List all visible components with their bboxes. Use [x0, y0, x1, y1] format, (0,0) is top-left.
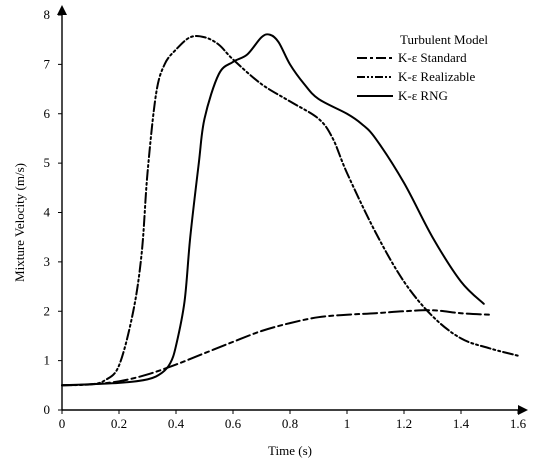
y-axis-arrow	[57, 5, 67, 15]
legend: Turbulent Model K-ε Standard K-ε Realizab…	[357, 32, 488, 103]
y-tick-label: 6	[44, 106, 51, 121]
series-group	[61, 33, 519, 387]
axes	[57, 5, 528, 415]
x-axis-arrow	[518, 405, 528, 415]
series-line-1	[61, 34, 519, 387]
x-tick-label: 1.6	[510, 416, 527, 431]
y-tick-label: 5	[44, 155, 51, 170]
legend-title: Turbulent Model	[400, 32, 488, 47]
x-tick-label: 1	[344, 416, 351, 431]
y-ticks: 0 1 2 3 4 5 6 7 8	[44, 7, 62, 417]
x-tick-label: 1.4	[453, 416, 470, 431]
x-tick-label: 0.6	[225, 416, 242, 431]
x-tick-label: 0.2	[111, 416, 127, 431]
y-tick-label: 3	[44, 254, 51, 269]
y-tick-label: 2	[44, 303, 51, 318]
series-line-2	[61, 33, 485, 387]
series-line-0	[61, 309, 491, 387]
y-tick-label: 8	[44, 7, 51, 22]
y-axis-title: Mixture Velocity (m/s)	[12, 163, 27, 282]
x-tick-label: 0	[59, 416, 66, 431]
x-ticks: 0 0.2 0.4 0.6 0.8 1 1.2 1.4 1.6	[59, 410, 527, 431]
y-tick-label: 1	[44, 353, 51, 368]
legend-items: K-ε Standard K-ε Realizable K-ε RNG	[357, 50, 476, 103]
x-axis-title: Time (s)	[268, 443, 312, 458]
legend-label-0: K-ε Standard	[398, 50, 467, 65]
legend-label-1: K-ε Realizable	[398, 69, 476, 84]
x-tick-label: 1.2	[396, 416, 412, 431]
x-tick-label: 0.8	[282, 416, 298, 431]
legend-label-2: K-ε RNG	[398, 88, 448, 103]
y-tick-label: 4	[44, 205, 51, 220]
x-tick-label: 0.4	[168, 416, 185, 431]
y-tick-label: 0	[44, 402, 51, 417]
y-tick-label: 7	[44, 56, 51, 71]
